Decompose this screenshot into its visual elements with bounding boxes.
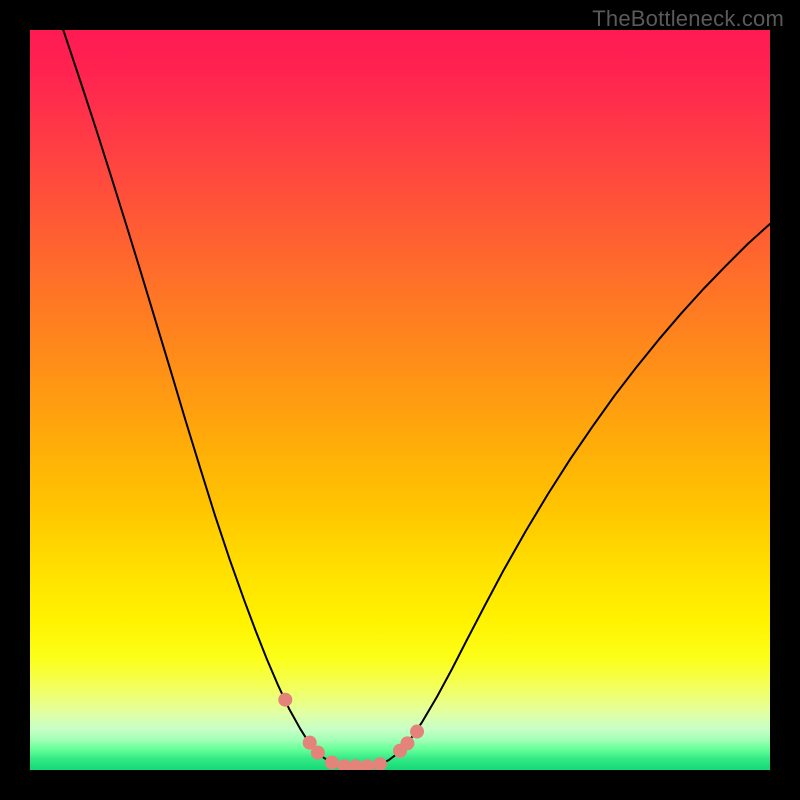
- watermark-text: TheBottleneck.com: [592, 6, 784, 32]
- plot-background: [30, 30, 770, 770]
- marker-dot: [278, 693, 292, 707]
- plot-svg: [30, 30, 770, 770]
- marker-dot: [311, 746, 325, 760]
- chart-container: TheBottleneck.com: [0, 0, 800, 800]
- marker-dot: [410, 725, 424, 739]
- plot-area: [30, 30, 770, 770]
- marker-dot: [400, 736, 414, 750]
- marker-dot: [325, 756, 339, 770]
